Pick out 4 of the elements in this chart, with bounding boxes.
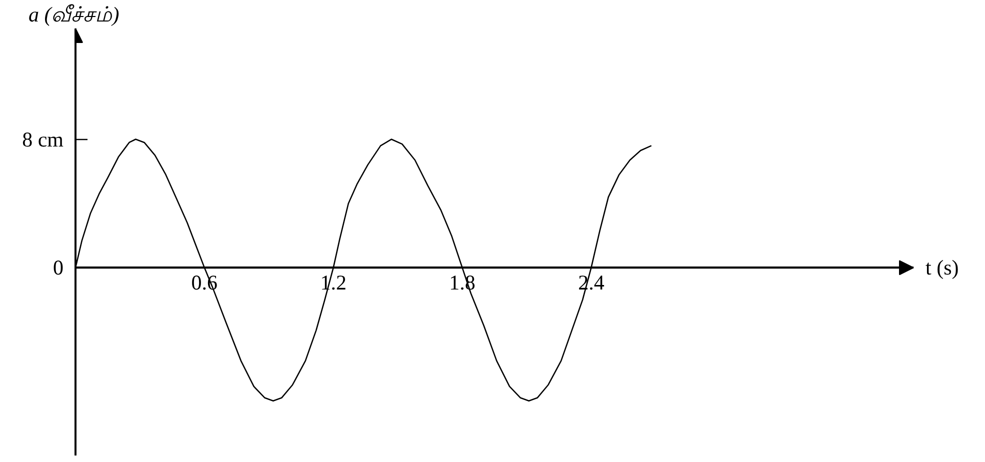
y-axis-title: a (வீச்சம்) [28,2,120,26]
y-tick-label: 8 cm [22,127,64,152]
y-tick-label: 0 [53,256,64,280]
x-axis-title: t (s) [926,256,959,280]
